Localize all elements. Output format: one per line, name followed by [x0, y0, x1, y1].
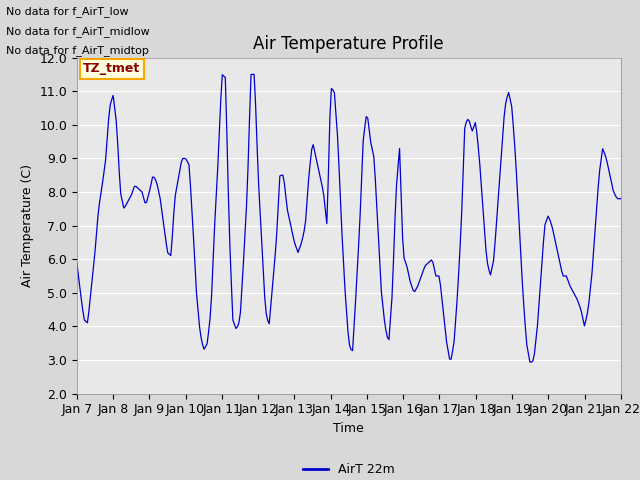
Title: Air Temperature Profile: Air Temperature Profile — [253, 35, 444, 53]
Text: TZ_tmet: TZ_tmet — [83, 62, 140, 75]
X-axis label: Time: Time — [333, 422, 364, 435]
Text: No data for f_AirT_midtop: No data for f_AirT_midtop — [6, 45, 149, 56]
Text: No data for f_AirT_low: No data for f_AirT_low — [6, 6, 129, 17]
Legend: AirT 22m: AirT 22m — [298, 458, 399, 480]
Text: No data for f_AirT_midlow: No data for f_AirT_midlow — [6, 25, 150, 36]
Y-axis label: Air Temperature (C): Air Temperature (C) — [20, 164, 34, 287]
